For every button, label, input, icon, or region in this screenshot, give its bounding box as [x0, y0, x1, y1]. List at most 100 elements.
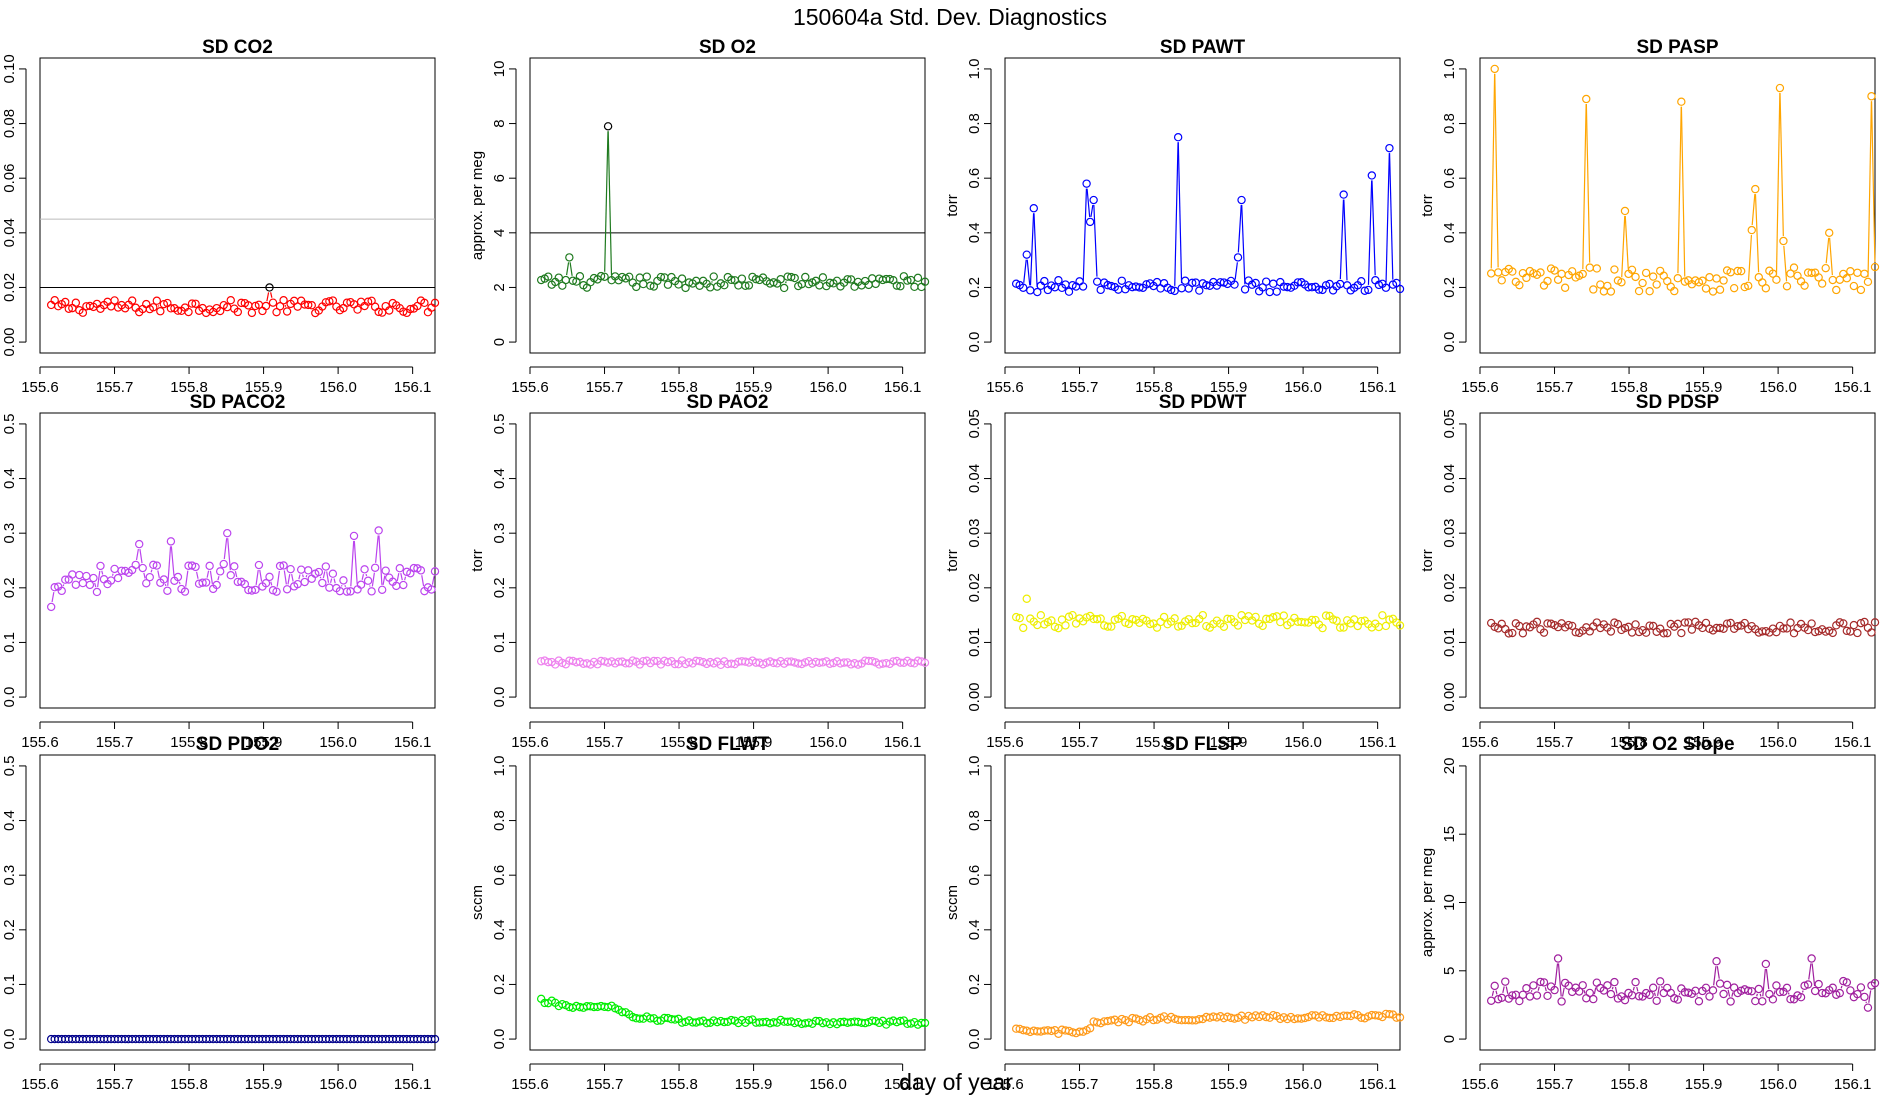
- data-point: [903, 276, 912, 285]
- x-tick-label: 155.6: [1461, 1076, 1499, 1093]
- data-point: [853, 660, 863, 669]
- data-point: [1543, 276, 1552, 286]
- data-point: [1722, 619, 1732, 628]
- y-tick-label: 0.0: [491, 687, 508, 708]
- data-point: [1276, 617, 1285, 627]
- y-tick-label: 15: [1441, 826, 1458, 843]
- data-point: [1842, 978, 1852, 987]
- data-point: [702, 1019, 711, 1028]
- data-point: [737, 274, 747, 283]
- data-point: [1617, 278, 1626, 287]
- data-point: [307, 301, 316, 310]
- data-point: [85, 580, 95, 590]
- data-point: [1166, 285, 1176, 295]
- data-point: [1641, 628, 1651, 637]
- data-point: [1606, 287, 1616, 296]
- x-tick-label: 155.8: [1135, 734, 1173, 751]
- data-point: [1353, 621, 1362, 631]
- y-tick-label: 0.2: [966, 974, 983, 995]
- data-point: [1092, 614, 1102, 624]
- panel-sd-pdwt: SD PDWT 0.00 0.01 0.02 0.03 0.04 0.05 torr 155.6…: [944, 392, 1405, 751]
- data-point: [1339, 190, 1348, 199]
- y-axis-label: torr: [1419, 194, 1436, 217]
- series-segment: [157, 570, 160, 578]
- data-point: [1832, 285, 1841, 295]
- data-point: [1620, 623, 1630, 633]
- panel-title: SD PDWT: [1159, 392, 1247, 413]
- data-point: [1631, 272, 1640, 282]
- plot-frame: [529, 57, 926, 354]
- plot-frame: [1479, 57, 1876, 354]
- data-point: [367, 587, 376, 596]
- data-point: [1328, 615, 1338, 624]
- series-segment: [1234, 262, 1238, 280]
- data-point: [142, 579, 151, 588]
- data-point: [1518, 629, 1528, 638]
- series-segment: [270, 581, 273, 586]
- series-segment: [1544, 987, 1547, 992]
- data-point: [430, 1034, 440, 1044]
- series-segment: [1716, 966, 1720, 979]
- panel-title: SD PACO2: [190, 392, 286, 413]
- series-segment: [322, 571, 326, 579]
- series-segment: [1808, 963, 1812, 980]
- series-segment: [1611, 986, 1614, 990]
- y-tick-label: 0.02: [1441, 573, 1458, 602]
- data-point: [1747, 225, 1756, 235]
- series-segment: [1677, 106, 1682, 274]
- x-tick-label: 156.0: [809, 379, 847, 396]
- data-point: [1663, 983, 1672, 993]
- data-point: [1867, 628, 1876, 637]
- series-segment: [1811, 963, 1816, 987]
- data-point: [427, 585, 436, 594]
- data-point: [1772, 627, 1781, 637]
- data-point: [1068, 610, 1077, 620]
- y-tick-label: 0.4: [491, 468, 508, 489]
- data-point: [1712, 957, 1721, 966]
- data-point: [1694, 997, 1704, 1006]
- data-point: [1634, 992, 1644, 1001]
- data-point: [1117, 276, 1127, 285]
- series-segment: [195, 571, 199, 579]
- data-point: [1251, 278, 1260, 288]
- data-point: [1648, 983, 1658, 992]
- x-tick-label: 156.0: [1284, 379, 1322, 396]
- data-point: [1698, 276, 1707, 285]
- data-point: [145, 572, 154, 582]
- data-point: [50, 583, 59, 592]
- data-point: [920, 1018, 930, 1028]
- plot-frame: [39, 754, 436, 1051]
- data-point: [1863, 1003, 1873, 1012]
- data-point: [92, 587, 102, 597]
- data-point: [142, 299, 151, 309]
- x-tick-label: 155.9: [245, 379, 283, 396]
- data-point: [1061, 621, 1070, 630]
- data-point: [1677, 628, 1686, 638]
- data-point: [1610, 977, 1619, 987]
- data-point: [219, 559, 228, 569]
- data-point: [374, 307, 383, 317]
- data-point: [1395, 284, 1405, 294]
- series-segment: [1765, 968, 1770, 990]
- data-point: [1775, 987, 1785, 997]
- series-segment: [431, 576, 435, 585]
- series-segment: [350, 540, 355, 587]
- data-point: [1641, 268, 1651, 278]
- data-point: [173, 306, 183, 315]
- data-point: [1300, 618, 1310, 627]
- y-tick-label: 0.1: [491, 632, 508, 653]
- y-tick-label: 0.6: [1441, 168, 1458, 189]
- data-point: [1522, 984, 1531, 993]
- data-point: [1385, 1010, 1394, 1019]
- data-point: [1828, 275, 1837, 285]
- series-segment: [326, 571, 330, 583]
- series-segment: [1385, 153, 1390, 283]
- data-point: [1620, 995, 1630, 1005]
- series-segment: [1713, 966, 1717, 986]
- y-tick-label: 1.0: [966, 58, 983, 79]
- data-point: [917, 282, 926, 292]
- data-point: [1536, 977, 1545, 987]
- data-point: [1867, 92, 1876, 101]
- data-point: [917, 657, 926, 666]
- y-tick-label: 0.8: [966, 810, 983, 831]
